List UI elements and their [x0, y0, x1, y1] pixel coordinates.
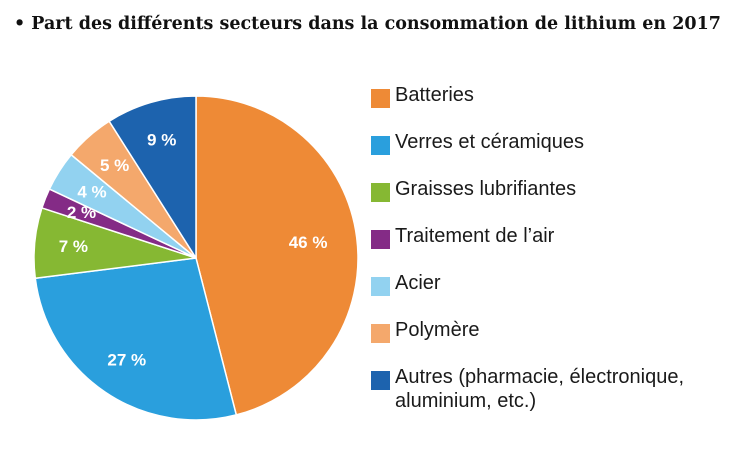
legend-item-7: Autres (pharmacie, électronique, alumini…: [371, 365, 751, 425]
legend-swatch: [371, 277, 390, 296]
legend-swatch: [371, 183, 390, 202]
slice-label-6: 5 %: [100, 156, 129, 175]
legend-item-5: Acier: [371, 271, 751, 318]
legend-label: Traitement de l’air: [395, 225, 555, 247]
legend-item-2: Verres et céramiques: [371, 130, 751, 177]
legend-item-3: Graisses lubrifiantes: [371, 177, 751, 224]
legend-item-4: Traitement de l’air: [371, 224, 751, 271]
slice-label-5: 4 %: [77, 183, 106, 202]
legend-swatch: [371, 89, 390, 108]
pie-slice-1: [195, 95, 359, 416]
legend-label: Batteries: [395, 84, 474, 106]
slice-label-3: 7 %: [59, 237, 88, 256]
legend-label: Verres et céramiques: [395, 131, 584, 153]
legend-swatch: [371, 371, 390, 390]
legend: Batteries Verres et céramiques Graisses lu…: [371, 83, 751, 425]
pie-slice-2: [34, 257, 238, 421]
legend-label: Acier: [395, 272, 441, 294]
legend-swatch: [371, 230, 390, 249]
legend-item-1: Batteries: [371, 83, 751, 130]
legend-label: Autres (pharmacie, électronique, alumini…: [395, 366, 685, 412]
chart-title: • Part des différents secteurs dans la c…: [14, 14, 721, 34]
slice-label-2: 27 %: [107, 350, 146, 369]
legend-swatch: [371, 324, 390, 343]
legend-swatch: [371, 136, 390, 155]
slice-label-7: 9 %: [147, 130, 176, 149]
legend-label: Graisses lubrifiantes: [395, 178, 577, 200]
slice-label-1: 46 %: [289, 233, 328, 252]
legend-item-6: Polymère: [371, 318, 751, 365]
pie-slice-7: [108, 95, 197, 261]
legend-label: Polymère: [395, 319, 480, 341]
